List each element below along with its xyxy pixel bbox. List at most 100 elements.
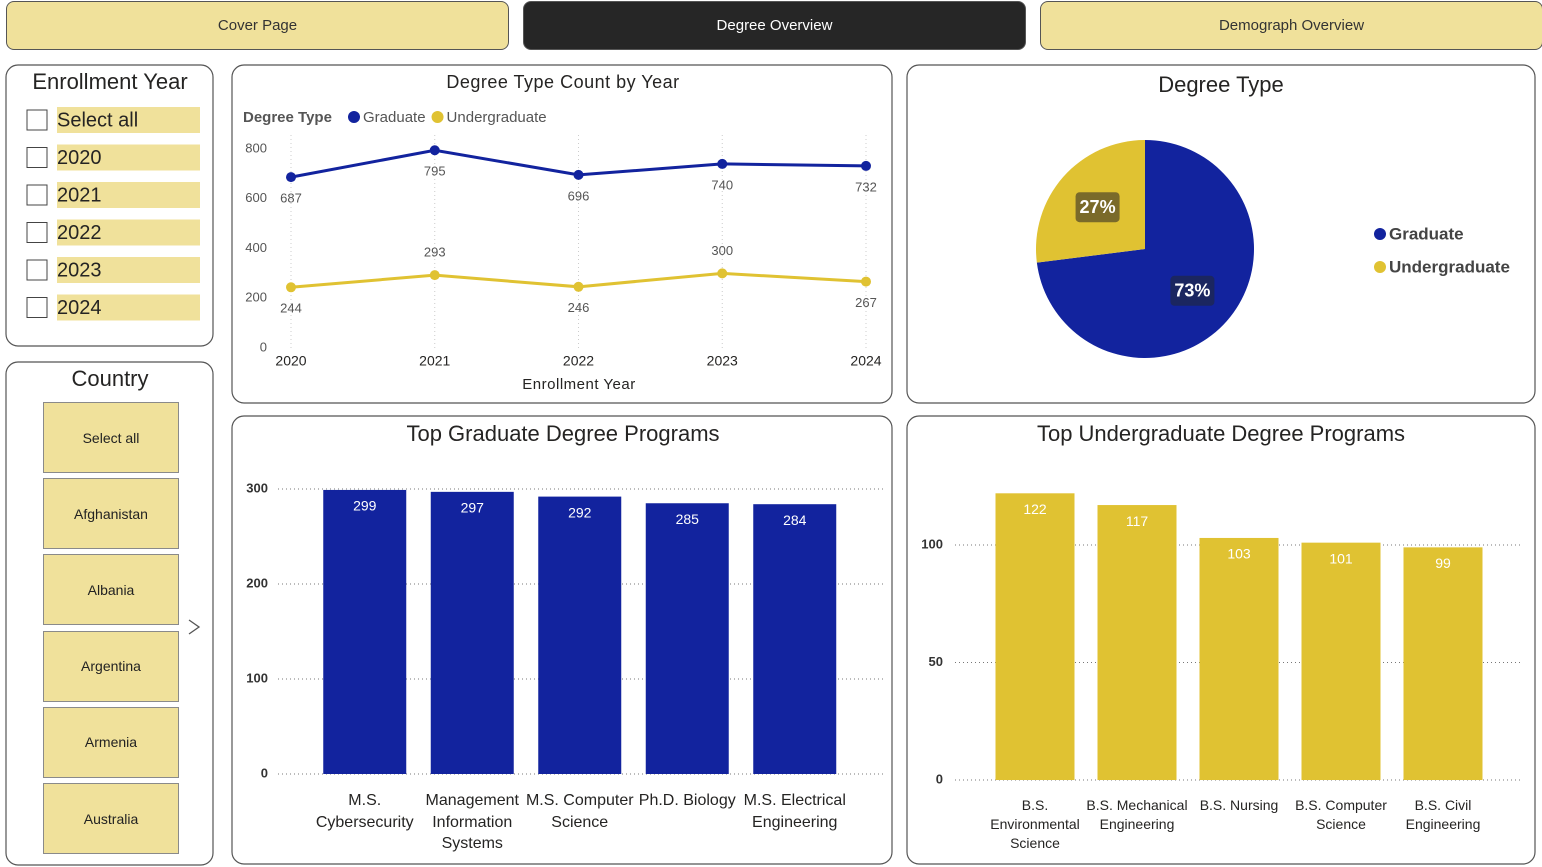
x-tick-label: Management Information Systems xyxy=(425,792,519,853)
x-tick-label: B.S. Nursing xyxy=(1199,797,1279,813)
checkbox[interactable] xyxy=(26,184,48,206)
x-tick-label: Ph.D. Biology xyxy=(638,792,736,809)
legend-label[interactable]: Undergraduate xyxy=(1389,257,1510,276)
legend-label[interactable]: Graduate xyxy=(363,109,426,126)
checkbox[interactable] xyxy=(26,147,48,168)
next-arrow[interactable] xyxy=(188,619,201,635)
x-tick-label: M.S. Electrical Engineering xyxy=(743,792,846,831)
slicer-option[interactable]: Select all xyxy=(57,109,138,131)
data-point xyxy=(861,276,871,287)
checkbox[interactable] xyxy=(26,222,48,243)
nav-tab[interactable]: Demograph Overview xyxy=(1040,1,1542,50)
bar[interactable] xyxy=(645,503,729,774)
x-tick-label: M.S. Cybersecurity xyxy=(315,792,414,831)
country-button[interactable]: Albania xyxy=(43,554,179,626)
data-point xyxy=(717,158,728,169)
slicer-title: Enrollment Year xyxy=(32,69,187,94)
x-tick-label: 2023 xyxy=(707,353,738,369)
data-label: 27% xyxy=(1080,197,1116,217)
chart-title: Top Graduate Degree Programs xyxy=(406,421,719,446)
legend-marker xyxy=(1374,261,1386,273)
x-axis-label: Enrollment Year xyxy=(522,376,635,393)
label-background xyxy=(1170,275,1215,306)
x-tick-label: B.S. Environmental Science xyxy=(990,797,1080,851)
data-label: 103 xyxy=(1227,546,1251,562)
bar[interactable] xyxy=(995,493,1075,780)
data-label: 300 xyxy=(711,243,733,258)
data-label: 293 xyxy=(424,245,446,260)
x-tick-label: 2022 xyxy=(563,353,594,369)
bar[interactable] xyxy=(430,491,514,774)
data-label: 101 xyxy=(1329,550,1353,566)
slicer-option[interactable]: 2023 xyxy=(57,259,102,281)
y-tick-label: 0 xyxy=(260,339,267,354)
legend-label[interactable]: Undergraduate xyxy=(447,109,547,126)
y-tick-label: 0 xyxy=(261,765,268,780)
bar[interactable] xyxy=(1097,505,1177,780)
x-tick-label: 2020 xyxy=(275,353,306,369)
x-tick-label: M.S. Computer Science xyxy=(525,792,634,831)
data-label: 292 xyxy=(568,504,592,520)
data-point xyxy=(717,268,728,279)
bar[interactable] xyxy=(538,496,622,774)
legend-label[interactable]: Graduate xyxy=(1389,224,1464,243)
country-button[interactable]: Select all xyxy=(43,402,179,473)
option-highlight xyxy=(57,182,200,208)
option-highlight xyxy=(57,144,200,171)
y-tick-label: 200 xyxy=(245,290,267,305)
bar[interactable] xyxy=(1301,542,1381,780)
data-point xyxy=(573,281,584,292)
y-tick-label: 800 xyxy=(245,140,267,155)
option-highlight xyxy=(57,107,200,133)
x-tick-label: B.S. Mechanical Engineering xyxy=(1086,797,1188,832)
checkbox[interactable] xyxy=(26,297,48,318)
data-label: 696 xyxy=(568,188,590,203)
y-tick-label: 400 xyxy=(245,240,267,255)
legend-title: Degree Type xyxy=(243,109,332,126)
bar[interactable] xyxy=(753,504,837,774)
y-tick-label: 50 xyxy=(929,654,943,669)
data-label: 285 xyxy=(676,511,700,527)
y-tick-label: 200 xyxy=(246,575,268,590)
nav-tab[interactable]: Degree Overview xyxy=(523,1,1026,50)
option-highlight xyxy=(57,219,200,246)
y-tick-label: 600 xyxy=(245,190,267,205)
bar[interactable] xyxy=(1403,547,1483,780)
panel xyxy=(231,64,893,404)
nav-tab[interactable]: Cover Page xyxy=(6,1,509,50)
y-tick-label: 100 xyxy=(246,670,268,685)
checkbox[interactable] xyxy=(26,259,48,281)
chart-title: Top Undergraduate Degree Programs xyxy=(1037,421,1405,446)
data-label: 732 xyxy=(855,179,877,194)
data-point xyxy=(286,172,296,183)
legend-marker xyxy=(431,111,444,123)
option-highlight xyxy=(57,257,200,283)
data-label: 267 xyxy=(855,295,877,310)
data-label: 297 xyxy=(461,500,485,516)
slicer-option[interactable]: 2020 xyxy=(57,147,102,169)
slicer-option[interactable]: 2021 xyxy=(57,184,102,206)
x-tick-label: 2021 xyxy=(419,353,450,369)
data-label: 99 xyxy=(1435,555,1451,571)
slicer-option[interactable]: 2022 xyxy=(57,222,102,244)
data-point xyxy=(573,169,584,180)
country-button[interactable]: Afghanistan xyxy=(43,478,179,550)
data-label: 284 xyxy=(783,512,807,528)
label-background xyxy=(1075,192,1120,223)
data-label: 687 xyxy=(280,191,302,206)
data-label: 117 xyxy=(1126,513,1149,529)
bar[interactable] xyxy=(323,489,407,774)
bar[interactable] xyxy=(1199,537,1279,780)
data-label: 299 xyxy=(353,498,377,514)
x-tick-label: B.S. Civil Engineering xyxy=(1405,797,1481,832)
country-button[interactable]: Australia xyxy=(43,783,179,854)
y-tick-label: 300 xyxy=(246,480,268,495)
data-label: 122 xyxy=(1023,501,1047,517)
country-button[interactable]: Armenia xyxy=(43,706,179,778)
checkbox[interactable] xyxy=(26,109,48,131)
slicer-option[interactable]: 2024 xyxy=(57,297,102,319)
country-button[interactable]: Argentina xyxy=(43,630,179,702)
x-tick-label: 2024 xyxy=(850,353,881,369)
data-label: 246 xyxy=(568,300,590,315)
